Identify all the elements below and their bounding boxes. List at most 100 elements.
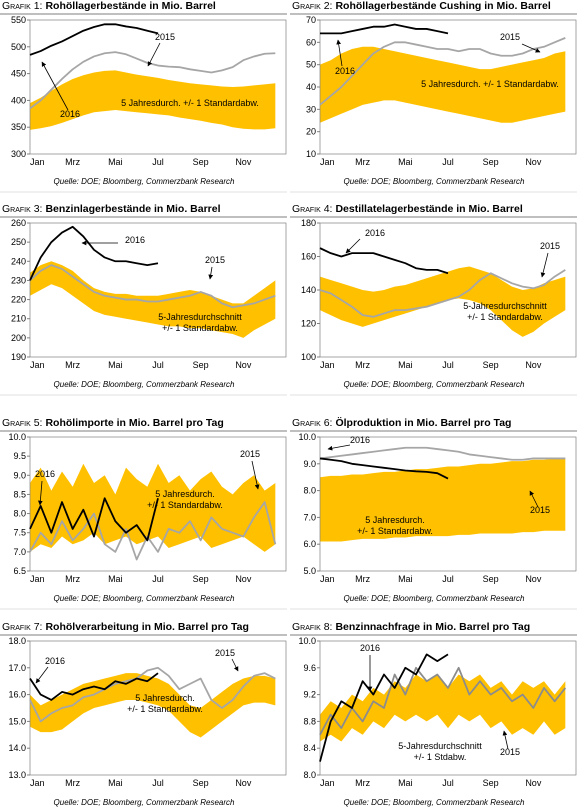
band <box>30 673 276 738</box>
annotation-arrow <box>251 460 260 490</box>
y-tick-label: 60 <box>306 37 316 47</box>
chart-panel: Grafik 2: Rohöllagerbestände Cushing in M… <box>290 0 577 193</box>
y-tick-label: 7.5 <box>13 528 26 538</box>
band-label: +/- 1 Standardabw. <box>162 323 238 333</box>
y-tick-label: 230 <box>11 275 26 285</box>
series-line <box>29 497 159 542</box>
chart-title-text: Benzinlagerbestände in Mio. Barrel <box>45 203 220 215</box>
x-tick-label: Sep <box>193 574 209 584</box>
plot-frame <box>29 640 287 776</box>
series-line <box>29 264 276 309</box>
x-tick-label: Sep <box>193 778 209 788</box>
x-tick-label: Mrz <box>355 360 370 370</box>
chart-panel: Grafik 8: Benzinnachfrage in Mio. Barrel … <box>290 621 577 807</box>
x-tick-label: Jul <box>152 778 164 788</box>
band <box>30 261 276 338</box>
chart-panel: Grafik 3: Benzinlagerbestände in Mio. Bar… <box>0 203 287 396</box>
x-tick-label: Jul <box>442 360 454 370</box>
x-tick-label: Mrz <box>355 574 370 584</box>
x-tick-label: Mrz <box>65 157 80 167</box>
chart-label: Grafik 6: <box>292 417 332 429</box>
y-tick-label: 20 <box>306 127 316 137</box>
series-line <box>29 666 276 723</box>
annotation-arrow <box>336 39 343 67</box>
y-tick-label: 15.0 <box>8 716 26 726</box>
x-tick-label: Mai <box>398 778 413 788</box>
source: Quelle: DOE; Bloomberg, Commerzbank Rese… <box>54 798 236 807</box>
band-label: 5 Jahresdurch. <box>135 693 195 703</box>
x-tick-label: Mai <box>108 778 123 788</box>
source: Quelle: DOE; Bloomberg, Commerzbank Rese… <box>344 177 526 186</box>
x-tick-label: Nov <box>525 157 542 167</box>
series-label: 2015 <box>540 241 560 251</box>
y-tick-label: 7.0 <box>13 547 26 557</box>
series-label: 2015 <box>500 747 520 757</box>
x-tick-label: Jan <box>320 360 335 370</box>
y-tick-label: 450 <box>11 69 26 79</box>
y-tick-label: 6.0 <box>303 539 316 549</box>
series-label: 2016 <box>60 109 80 119</box>
y-tick-label: 16.0 <box>8 690 26 700</box>
annotation-arrow <box>147 42 161 67</box>
chart-title: Grafik 7: Rohölverarbeitung in Mio. Barre… <box>2 621 249 633</box>
y-tick-label: 140 <box>301 285 316 295</box>
y-tick-label: 17.0 <box>8 663 26 673</box>
series-label: 2015 <box>240 449 260 459</box>
x-tick-label: Mrz <box>355 157 370 167</box>
chart-title-text: Rohölverarbeitung in Mio. Barrel pro Tag <box>45 621 248 633</box>
band-label: 5 Jahresdurch. <box>155 489 215 499</box>
annotation-arrow <box>529 490 539 508</box>
y-tick-label: 9.0 <box>303 459 316 469</box>
x-tick-label: Nov <box>235 574 252 584</box>
x-tick-label: Jan <box>320 778 335 788</box>
plot-frame <box>319 640 577 776</box>
y-tick-label: 13.0 <box>8 770 26 780</box>
chart-label: Grafik 7: <box>2 621 42 633</box>
chart-title: Grafik 6: Ölproduktion in Mio. Barrel pro… <box>292 416 511 429</box>
y-tick-label: 8.0 <box>13 509 26 519</box>
x-tick-label: Sep <box>193 360 209 370</box>
series-label: 2016 <box>335 66 355 76</box>
chart-panel: Grafik 6: Ölproduktion in Mio. Barrel pro… <box>290 416 577 610</box>
annotation-arrow <box>327 444 351 451</box>
band-label: +/- 1 Standardabw. <box>147 500 223 510</box>
x-tick-label: Nov <box>235 360 252 370</box>
x-tick-label: Nov <box>235 778 252 788</box>
annotation-arrow <box>502 730 509 750</box>
chart-title-text: Rohöllagerbestände in Mio. Barrel <box>45 0 215 12</box>
y-tick-label: 8.5 <box>13 489 26 499</box>
y-tick-label: 160 <box>301 252 316 262</box>
y-tick-label: 50 <box>306 60 316 70</box>
x-tick-label: Jan <box>320 574 335 584</box>
y-tick-label: 9.5 <box>13 451 26 461</box>
x-tick-label: Mai <box>108 157 123 167</box>
y-tick-label: 180 <box>301 218 316 228</box>
series-line <box>29 225 159 281</box>
chart-title: Grafik 3: Benzinlagerbestände in Mio. Bar… <box>2 203 221 215</box>
x-tick-label: Nov <box>525 778 542 788</box>
source: Quelle: DOE; Bloomberg, Commerzbank Rese… <box>54 177 236 186</box>
chart-label: Grafik 3: <box>2 203 42 215</box>
x-tick-label: Jul <box>442 574 454 584</box>
source: Quelle: DOE; Bloomberg, Commerzbank Rese… <box>344 380 526 389</box>
series-label: 2016 <box>350 435 370 445</box>
chart-panel: Grafik 5: Rohölimporte in Mio. Barrel pro… <box>0 417 287 610</box>
annotation-arrow <box>345 238 361 254</box>
y-tick-label: 8.0 <box>303 486 316 496</box>
chart-label: Grafik 2: <box>292 0 332 12</box>
series-line <box>319 666 567 736</box>
x-tick-label: Jan <box>320 157 335 167</box>
chart-title: Grafik 5: Rohölimporte in Mio. Barrel pro… <box>2 417 224 429</box>
y-tick-label: 9.6 <box>303 663 316 673</box>
y-tick-label: 500 <box>11 42 26 52</box>
x-tick-label: Mrz <box>355 778 370 788</box>
y-tick-label: 220 <box>11 295 26 305</box>
x-tick-label: Mrz <box>65 778 80 788</box>
x-tick-label: Nov <box>525 574 542 584</box>
band-label: 5-Jahresdurchschnitt <box>463 301 547 311</box>
series-label: 2016 <box>35 469 55 479</box>
x-tick-label: Sep <box>483 157 499 167</box>
plot-frame <box>29 19 287 155</box>
chart-label: Grafik 8: <box>292 621 332 633</box>
y-tick-label: 400 <box>11 95 26 105</box>
